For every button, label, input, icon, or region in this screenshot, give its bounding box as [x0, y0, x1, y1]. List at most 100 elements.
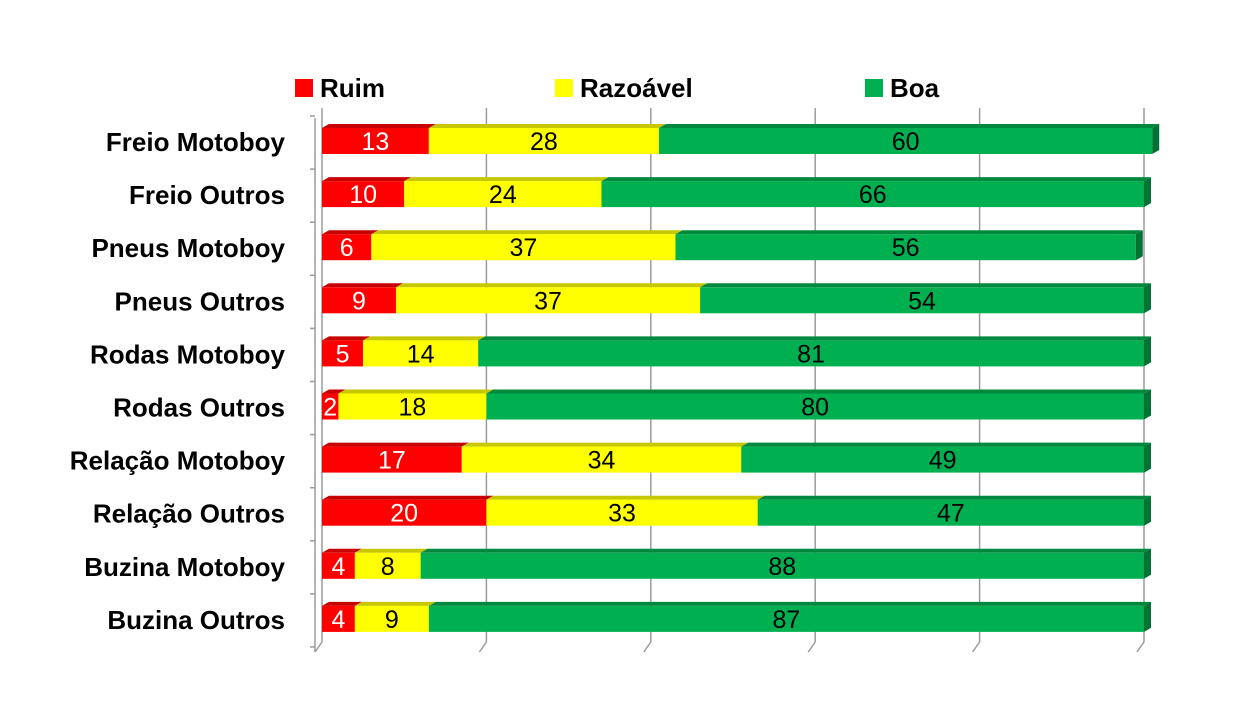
bar-razoavel-top — [486, 495, 765, 500]
bar-boa — [478, 340, 1144, 367]
data-label: 9 — [352, 287, 366, 315]
bar-razoavel-top — [354, 601, 436, 606]
bar-razoavel-top — [371, 230, 683, 235]
bar-boa — [420, 552, 1144, 579]
legend-label-razoavel: Razoável — [580, 73, 693, 103]
data-label: 9 — [385, 606, 399, 634]
bar-boa-top — [428, 601, 1151, 606]
bar-boa — [757, 499, 1144, 526]
bar-end-face — [1144, 442, 1151, 473]
bar-ruim — [322, 287, 396, 314]
data-label: 4 — [331, 606, 345, 634]
bar-end-face — [1152, 124, 1160, 154]
bar-razoavel — [363, 340, 479, 367]
bar-boa-top — [659, 124, 1160, 128]
bar-boa-top — [478, 336, 1151, 341]
bar-end-face — [1144, 601, 1151, 632]
category-label: Freio Outros — [129, 180, 285, 210]
bar-end-face — [1144, 336, 1151, 367]
data-label: 49 — [929, 447, 957, 475]
category-label: Relação Outros — [93, 499, 285, 529]
bar-razoavel-top — [428, 124, 667, 128]
bar-ruim — [322, 393, 339, 420]
legend: Ruim Razoável Boa — [295, 73, 940, 103]
bar-ruim — [322, 234, 372, 261]
bar-razoavel-top — [354, 548, 428, 553]
bar-ruim-top — [322, 230, 379, 235]
data-label: 28 — [530, 128, 558, 156]
data-label: 8 — [381, 553, 395, 581]
bar-razoavel — [395, 287, 701, 314]
gridline-foot — [643, 641, 652, 653]
bar-boa-top — [486, 389, 1151, 394]
bar-razoavel — [371, 234, 676, 261]
data-label: 80 — [801, 394, 829, 422]
bar-razoavel — [354, 552, 421, 579]
bar-end-face — [1144, 283, 1151, 314]
category-label: Rodas Motoboy — [90, 339, 286, 369]
category-label: Relação Motoboy — [70, 446, 286, 476]
data-label: 47 — [937, 500, 965, 528]
legend-label-boa: Boa — [890, 73, 940, 103]
bar-razoavel — [461, 446, 742, 473]
bar-razoavel-top — [363, 336, 486, 341]
bar-end-face — [1135, 230, 1143, 261]
bar-razoavel-top — [404, 177, 609, 182]
legend-label-ruim: Ruim — [320, 73, 385, 103]
gridline-foot — [478, 641, 488, 653]
bar-ruim-top — [322, 548, 362, 553]
data-label: 60 — [892, 128, 920, 156]
gridline-foot — [1136, 641, 1145, 653]
category-label: Buzina Outros — [107, 605, 285, 635]
data-label: 24 — [489, 181, 517, 209]
bar-ruim-top — [322, 336, 371, 341]
gridline-foot — [314, 641, 323, 653]
category-label: Freio Motoboy — [106, 127, 286, 157]
data-label: 37 — [534, 287, 562, 315]
data-label: 2 — [323, 394, 337, 422]
bar-end-face — [1144, 495, 1151, 526]
bar-ruim-top — [322, 177, 412, 182]
bar-razoavel-top — [338, 389, 494, 394]
bar-ruim-top — [322, 495, 494, 500]
bar-razoavel — [428, 128, 660, 154]
data-label: 6 — [340, 234, 354, 262]
legend-swatch-razoavel — [555, 79, 573, 97]
bar-razoavel — [404, 181, 602, 208]
bar-ruim-top — [322, 283, 403, 288]
legend-swatch-boa — [865, 79, 883, 97]
data-label: 10 — [349, 181, 377, 209]
bar-razoavel — [338, 393, 487, 420]
data-label: 56 — [892, 234, 920, 262]
category-label: Pneus Motoboy — [91, 233, 285, 263]
data-label: 5 — [336, 340, 350, 368]
gridline-foot — [971, 641, 981, 653]
category-label: Pneus Outros — [115, 286, 285, 316]
bar-boa-top — [757, 495, 1151, 500]
data-label: 20 — [390, 500, 418, 528]
bar-ruim-top — [322, 601, 362, 606]
bar-boa — [428, 605, 1144, 632]
bar-ruim — [322, 605, 355, 632]
bar-boa — [700, 287, 1144, 314]
bar-end-face — [1144, 548, 1151, 579]
data-label: 13 — [362, 128, 390, 156]
bar-boa — [601, 181, 1144, 208]
data-label: 87 — [773, 606, 801, 634]
bar-ruim — [322, 552, 355, 579]
bar-boa — [741, 446, 1144, 473]
legend-swatch-ruim — [295, 79, 313, 97]
bar-ruim — [322, 128, 429, 154]
bar-ruim — [322, 340, 364, 367]
bar-boa-top — [675, 230, 1143, 235]
gridline-foot — [807, 641, 816, 653]
bar-boa-top — [420, 548, 1151, 553]
category-label: Buzina Motoboy — [84, 552, 285, 582]
bar-boa — [659, 128, 1153, 154]
data-label: 54 — [908, 287, 936, 315]
category-label: Rodas Outros — [113, 393, 285, 423]
bar-boa — [486, 393, 1144, 420]
bar-end-face — [1144, 389, 1151, 420]
data-label: 14 — [407, 340, 435, 368]
